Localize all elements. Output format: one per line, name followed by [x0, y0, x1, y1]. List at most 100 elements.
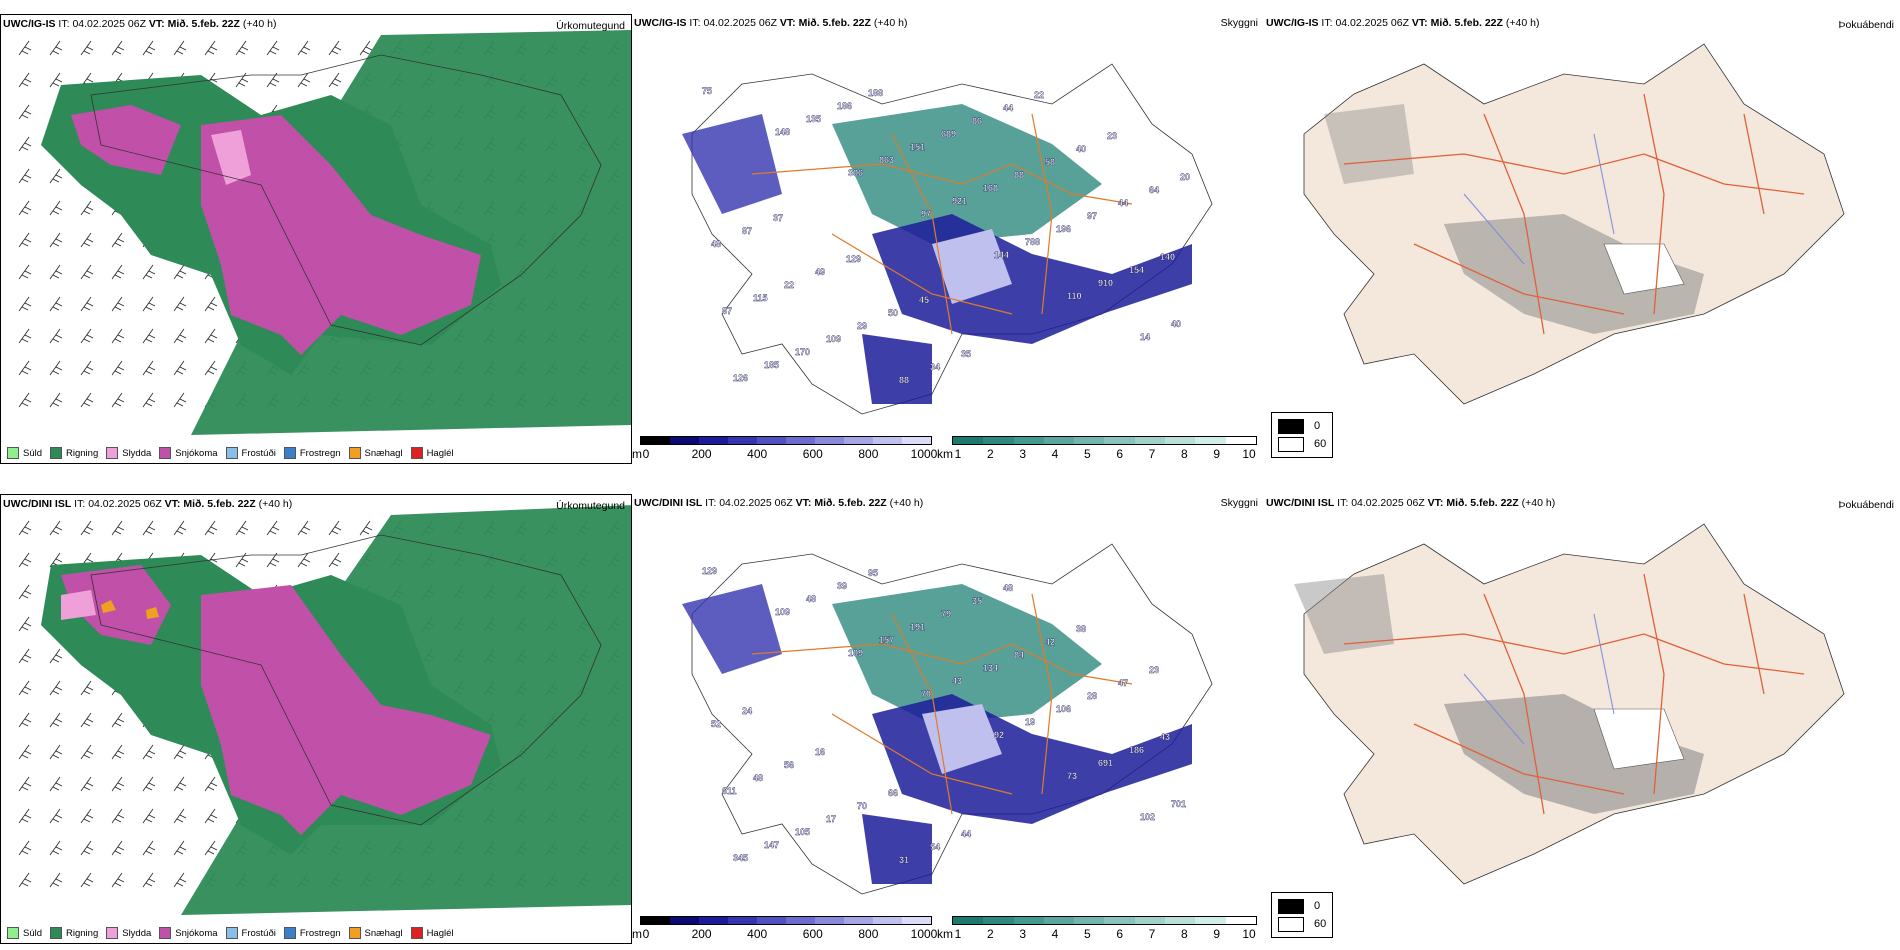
colorbar-segment — [786, 917, 815, 924]
legend-label: Frostúði — [241, 447, 276, 459]
colorbar-tick: 9 — [1213, 927, 1220, 941]
colorbar-segment — [1104, 917, 1135, 924]
visibility-label: 88 — [899, 375, 909, 385]
visibility-label: 54 — [930, 842, 940, 852]
visibility-label: 48 — [1003, 583, 1013, 593]
colorbar-tick: 1 — [954, 927, 962, 941]
visibility-label: 97 — [921, 209, 931, 219]
colorbar-segment — [1225, 437, 1256, 444]
panel-header: UWC/IG-IS IT: 04.02.2025 06Z VT: Mið. 5.… — [1266, 17, 1540, 29]
wind-barb — [111, 808, 125, 824]
legend-swatch — [225, 927, 238, 939]
legend-label: Snjókoma — [175, 447, 218, 459]
visibility-label: 40 — [1076, 144, 1086, 154]
wind-barb — [142, 40, 156, 56]
wind-barb — [328, 40, 342, 56]
colorbar-segment — [873, 917, 902, 924]
legend-swatch — [7, 447, 19, 459]
visibility-label: 105 — [795, 827, 810, 837]
wind-barb — [204, 296, 218, 312]
wind-barb — [18, 872, 32, 888]
visibility-label: 151 — [910, 142, 925, 152]
visibility-label: 23 — [1107, 131, 1117, 141]
legend-item: Frostúði — [225, 447, 276, 459]
wind-barb — [18, 40, 32, 56]
colorbar-segment — [1134, 917, 1166, 924]
precip-legend: Súld Rigning Slydda Snjókoma Frostúði Frostre… — [7, 927, 454, 939]
wind-barb — [142, 520, 156, 536]
wind-barb — [111, 328, 125, 344]
legend-swatch — [7, 927, 19, 939]
visibility-label: 70 — [857, 801, 867, 811]
visibility-label: 17 — [826, 814, 836, 824]
wind-barb — [18, 392, 32, 408]
visibility-label: 23 — [1149, 665, 1159, 675]
colorbar-segment — [1013, 917, 1044, 924]
colorbar-segment — [1195, 437, 1226, 444]
wind-barb — [49, 328, 63, 344]
colorbar-tick: 200 — [691, 927, 712, 941]
visibility-label: 35 — [972, 596, 982, 606]
visibility-label: 109 — [775, 607, 790, 617]
colorbar-tick: 10 — [1242, 447, 1256, 461]
wind-barb — [18, 200, 32, 216]
legend-item: Snjókoma — [159, 927, 218, 939]
visibility-label: 35 — [961, 349, 971, 359]
legend-swatch — [106, 927, 119, 939]
wind-barb — [142, 808, 156, 824]
colorbar-segment — [983, 437, 1014, 444]
visibility-label: 102 — [1140, 812, 1155, 822]
wind-barb — [173, 872, 187, 888]
wind-barb — [49, 232, 63, 248]
wind-barb — [173, 520, 187, 536]
visibility-label: 129 — [702, 566, 717, 576]
visibility-label: 34 — [930, 362, 940, 372]
colorbar-tick: 7 — [1148, 447, 1156, 461]
legend-item: Súld — [7, 927, 42, 939]
colorbar-segment — [1074, 917, 1105, 924]
wind-barb — [142, 264, 156, 280]
panel-title: Úrkomutegund — [556, 500, 625, 512]
legend-label: Frostúði — [241, 927, 276, 939]
visibility-label: 129 — [846, 254, 861, 264]
wind-barb — [18, 360, 32, 376]
visibility-label: 186 — [837, 101, 852, 111]
wind-barb — [80, 200, 94, 216]
wind-barb — [111, 744, 125, 760]
legend-swatch — [159, 447, 172, 459]
colorbar-segment — [1165, 917, 1196, 924]
visibility-label: 29 — [857, 321, 867, 331]
wind-barb — [111, 264, 125, 280]
colorbar-tick: 4 — [1051, 447, 1059, 461]
visibility-label: 79 — [941, 609, 951, 619]
colorbar-tick: 10 — [1242, 927, 1256, 941]
wind-barb — [49, 72, 63, 88]
panel-header: UWC/DINI ISL IT: 04.02.2025 06Z VT: Mið.… — [1266, 497, 1556, 509]
visibility-label: 48 — [806, 594, 816, 604]
colorbar-segment — [1134, 437, 1166, 444]
colorbar-tick: 2 — [986, 447, 994, 461]
visibility-label: 14 — [1140, 332, 1150, 342]
colorbar-tick: 1000 — [910, 927, 938, 941]
visibility-label: 22 — [1034, 90, 1044, 100]
colorbar-segment — [1043, 917, 1075, 924]
visibility-label: 19 — [1025, 717, 1035, 727]
wind-barb — [49, 744, 63, 760]
wind-barb — [18, 712, 32, 728]
sky-legend: 0 60 — [1271, 892, 1334, 938]
legend-label: Súld — [23, 447, 43, 459]
legend-label: Slydda — [122, 927, 152, 939]
visibility-label: 43 — [1160, 732, 1170, 742]
wind-barb — [204, 40, 218, 56]
wind-barb — [173, 296, 187, 312]
wind-barb — [111, 232, 125, 248]
visibility-panel-2: UWC/DINI ISL IT: 04.02.2025 06Z VT: Mið.… — [632, 494, 1264, 944]
wind-barb — [18, 808, 32, 824]
visibility-label: 345 — [733, 853, 748, 863]
visibility-label: 910 — [1098, 278, 1113, 288]
visibility-label: 110 — [1067, 291, 1082, 301]
wind-barb — [266, 40, 280, 56]
wind-barb — [80, 744, 94, 760]
wind-barb — [204, 776, 218, 792]
wind-barb — [142, 840, 156, 856]
